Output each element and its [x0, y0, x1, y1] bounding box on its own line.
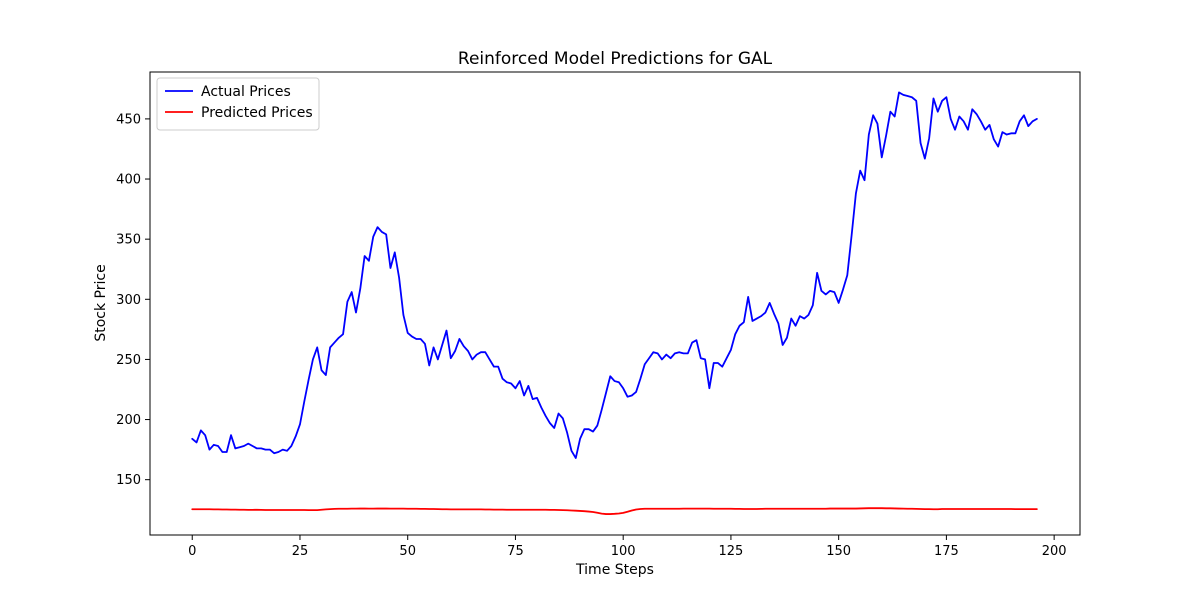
x-tick-label-0: 0 — [188, 544, 196, 559]
y-axis-label: Stock Price — [93, 264, 109, 341]
plot-frame — [149, 71, 1081, 536]
series-line-0 — [191, 91, 1038, 459]
y-tick-label-5: 400 — [116, 173, 141, 188]
legend: Actual Prices Predicted Prices — [156, 77, 320, 131]
x-tick-label-4: 100 — [611, 544, 636, 559]
x-axis: 0 25 50 75 100 125 150 175 200 — [188, 535, 1067, 559]
series-layer — [191, 91, 1038, 515]
series-line-1 — [191, 507, 1038, 515]
chart-title: Reinforced Model Predictions for GAL — [458, 49, 773, 69]
x-tick-label-3: 75 — [507, 544, 524, 559]
x-tick-label-6: 150 — [826, 544, 851, 559]
y-tick-label-3: 300 — [116, 293, 141, 308]
legend-box — [156, 77, 320, 131]
x-axis-label: Time Steps — [575, 562, 654, 578]
y-tick-label-1: 200 — [116, 413, 141, 428]
x-tick-label-1: 25 — [292, 544, 309, 559]
y-tick-label-6: 450 — [116, 112, 141, 127]
legend-label-0: Actual Prices — [201, 84, 291, 100]
y-tick-label-4: 350 — [116, 233, 141, 248]
x-tick-label-2: 50 — [399, 544, 416, 559]
x-tick-label-7: 175 — [934, 544, 959, 559]
y-tick-label-2: 250 — [116, 353, 141, 368]
x-tick-label-8: 200 — [1042, 544, 1067, 559]
x-tick-label-5: 125 — [719, 544, 744, 559]
y-tick-label-0: 150 — [116, 473, 141, 488]
legend-label-1: Predicted Prices — [201, 105, 313, 121]
y-axis: 150 200 250 300 350 400 450 — [116, 112, 150, 488]
